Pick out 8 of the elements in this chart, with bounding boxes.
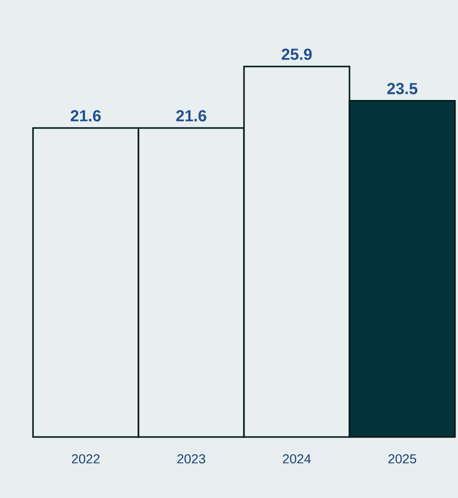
data-label: 21.6 bbox=[70, 110, 101, 122]
data-label: 25.9 bbox=[282, 48, 312, 60]
x-tick-label: 2023 bbox=[177, 454, 206, 464]
data-label: 23.5 bbox=[387, 82, 418, 94]
x-tick-label: 2025 bbox=[388, 454, 416, 464]
x-tick-label: 2024 bbox=[282, 454, 311, 464]
data-label: 21.6 bbox=[176, 110, 206, 122]
x-tick-label: 2022 bbox=[72, 454, 100, 464]
